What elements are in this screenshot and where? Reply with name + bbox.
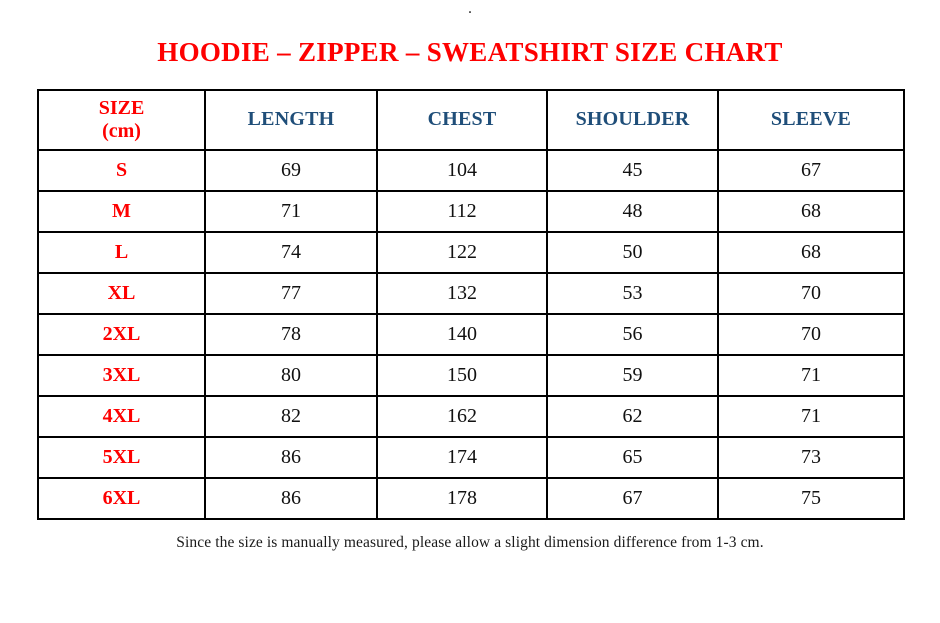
sleeve-value: 68	[717, 189, 905, 233]
length-value: 74	[204, 230, 378, 274]
column-header-length: LENGTH	[204, 88, 378, 151]
size-label: S	[37, 148, 206, 192]
size-label: 3XL	[37, 353, 206, 397]
length-value: 86	[204, 476, 378, 520]
table-row: S 69 104 45 67	[37, 148, 905, 192]
shoulder-value: 59	[546, 353, 719, 397]
size-label: 4XL	[37, 394, 206, 438]
sleeve-value: 67	[717, 148, 905, 192]
sleeve-value: 68	[717, 230, 905, 274]
chest-value: 178	[376, 476, 548, 520]
sleeve-value: 70	[717, 271, 905, 315]
chest-value: 132	[376, 271, 548, 315]
shoulder-value: 62	[546, 394, 719, 438]
column-header-size: SIZE (cm)	[37, 88, 206, 151]
size-label: L	[37, 230, 206, 274]
shoulder-value: 53	[546, 271, 719, 315]
size-header-line1: SIZE	[98, 96, 145, 119]
shoulder-value: 45	[546, 148, 719, 192]
sleeve-value: 73	[717, 435, 905, 479]
table-row: 3XL 80 150 59 71	[37, 353, 905, 397]
length-value: 69	[204, 148, 378, 192]
shoulder-value: 48	[546, 189, 719, 233]
chest-value: 150	[376, 353, 548, 397]
measurement-disclaimer: Since the size is manually measured, ple…	[176, 533, 764, 551]
length-value: 82	[204, 394, 378, 438]
chest-value: 104	[376, 148, 548, 192]
table-row: 4XL 82 162 62 71	[37, 394, 905, 438]
column-header-sleeve: SLEEVE	[717, 88, 905, 151]
size-label: 5XL	[37, 435, 206, 479]
length-value: 86	[204, 435, 378, 479]
sleeve-value: 71	[717, 394, 905, 438]
size-label: M	[37, 189, 206, 233]
chest-value: 112	[376, 189, 548, 233]
tiny-top-dot: .	[468, 2, 472, 16]
shoulder-value: 56	[546, 312, 719, 356]
sleeve-value: 75	[717, 476, 905, 520]
length-value: 77	[204, 271, 378, 315]
column-header-chest: CHEST	[376, 88, 548, 151]
chest-value: 122	[376, 230, 548, 274]
table-row: L 74 122 50 68	[37, 230, 905, 274]
table-row: 5XL 86 174 65 73	[37, 435, 905, 479]
header-row: SIZE (cm) LENGTH CHEST SHOULDER SLEEVE	[37, 88, 905, 151]
size-header-line2: (cm)	[102, 119, 141, 142]
sleeve-value: 71	[717, 353, 905, 397]
chest-value: 174	[376, 435, 548, 479]
length-value: 71	[204, 189, 378, 233]
sleeve-value: 70	[717, 312, 905, 356]
size-label: 2XL	[37, 312, 206, 356]
chest-value: 140	[376, 312, 548, 356]
shoulder-value: 50	[546, 230, 719, 274]
column-header-shoulder: SHOULDER	[546, 88, 719, 151]
length-value: 78	[204, 312, 378, 356]
length-value: 80	[204, 353, 378, 397]
chest-value: 162	[376, 394, 548, 438]
page-title: HOODIE – ZIPPER – SWEATSHIRT SIZE CHART	[157, 37, 783, 67]
table-row: XL 77 132 53 70	[37, 271, 905, 315]
table-row: 2XL 78 140 56 70	[37, 312, 905, 356]
shoulder-value: 65	[546, 435, 719, 479]
size-label: 6XL	[37, 476, 206, 520]
size-label: XL	[37, 271, 206, 315]
table-row: 6XL 86 178 67 75	[37, 476, 905, 520]
table-row: M 71 112 48 68	[37, 189, 905, 233]
shoulder-value: 67	[546, 476, 719, 520]
size-chart-table: SIZE (cm) LENGTH CHEST SHOULDER SLEEVE S…	[37, 88, 905, 520]
